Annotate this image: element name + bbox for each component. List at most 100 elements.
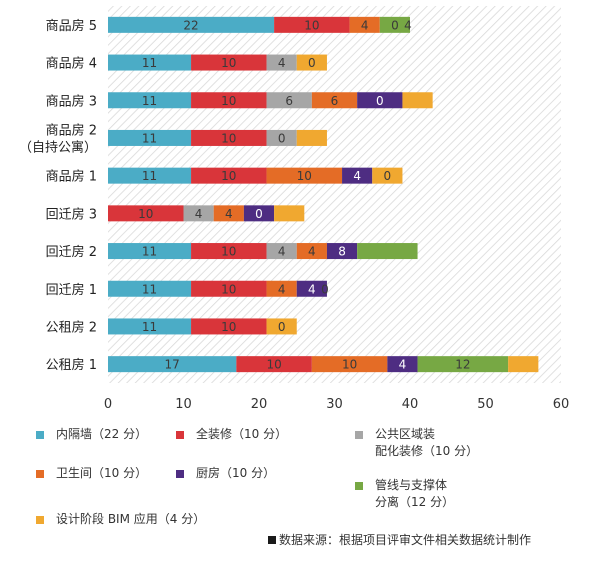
segment-value-label: 11: [142, 131, 157, 145]
category-label: 公租房 2: [46, 319, 97, 335]
source-note: 数据来源：根据项目评审文件相关数据统计制作: [268, 531, 531, 548]
segment-value-label: 10: [221, 131, 236, 145]
legend-label: 设计阶段 BIM 应用（4 分）: [56, 512, 206, 526]
category-label: 回迁房 1: [46, 282, 97, 298]
legend-label: 内隔墙（22 分）: [56, 427, 148, 441]
bar-segment: [296, 54, 327, 71]
segment-value-label: 0: [308, 56, 316, 70]
legend-label: 厨房（10 分）: [196, 466, 276, 480]
bar-segment: [402, 92, 433, 109]
bar-segment: [191, 92, 267, 109]
category-label: 回迁房 2: [46, 244, 97, 260]
bar-segment: [508, 356, 539, 373]
bar-segment: [191, 318, 267, 335]
segment-value-label: 6: [331, 94, 339, 108]
category-label: 回迁房 3: [46, 206, 97, 222]
segment-value-label: 0: [278, 131, 286, 145]
x-tick-label: 60: [553, 397, 570, 412]
x-tick-label: 30: [326, 397, 343, 412]
bar-segment: [266, 167, 343, 184]
bar-layer: 22 10 4 0 411 10 4 011 10 6 6 011 10 011 10 10 4 010 4 4 011…: [108, 16, 539, 373]
bar-segment: [191, 167, 267, 184]
bar-segment: [108, 54, 192, 71]
bar-segment: [108, 318, 192, 335]
bar-segment: [296, 280, 327, 297]
bar-segment: [108, 129, 192, 146]
segment-value-label: 11: [142, 282, 157, 296]
category-label: 商品房 4: [46, 56, 97, 72]
legend-label: 管线与支撑体 分离（12 分）: [375, 478, 455, 509]
bar-segment: [191, 129, 267, 146]
segment-value-label: 0: [391, 18, 399, 32]
legend-swatch: [355, 482, 363, 490]
category-label: 商品房 1: [46, 169, 97, 185]
segment-value-label: 17: [165, 358, 180, 372]
legend-swatch: [176, 431, 184, 439]
segment-value-label: 4: [195, 207, 203, 221]
segment-value-label: 11: [142, 320, 157, 334]
bar-segment: [108, 243, 192, 260]
x-tick-label: 50: [477, 397, 494, 412]
bar-segment: [236, 356, 312, 373]
segment-value-label: 4: [225, 207, 233, 221]
bar-segment: [326, 243, 358, 260]
bar-segment: [417, 356, 509, 373]
bar-segment: [191, 243, 267, 260]
legend-swatch: [36, 470, 44, 478]
bar-segment: [266, 129, 297, 146]
segment-value-label: 4: [278, 282, 286, 296]
bar-segment: [274, 16, 350, 33]
segment-value-label: 4: [353, 169, 361, 183]
segment-value-label: 4: [404, 18, 412, 32]
bar-segment: [266, 318, 297, 335]
bar-segment: [183, 205, 214, 222]
legend-swatch: [355, 431, 363, 439]
x-axis-ticks: 0 10 20 30 40 50 60: [104, 397, 569, 412]
segment-value-label: 4: [278, 56, 286, 70]
bar-segment: [191, 54, 267, 71]
bar-segment: [266, 92, 312, 109]
segment-value-label: 4: [308, 282, 316, 296]
category-label: 商品房 2 （自持公寓）: [19, 122, 97, 155]
bar-segment: [311, 356, 388, 373]
segment-value-label: 0: [278, 320, 286, 334]
legend-swatch: [36, 431, 44, 439]
bar-segment: [243, 205, 275, 222]
source-square-icon: [268, 536, 276, 544]
bar-segment: [349, 16, 380, 33]
bar-segment: [296, 129, 327, 146]
segment-value-label: 12: [455, 358, 470, 372]
bar-segment: [108, 92, 192, 109]
bar-segment: [108, 16, 275, 33]
legend-label: 公共区域装 配化装修（10 分）: [375, 427, 479, 458]
legend-label: 全装修（10 分）: [196, 427, 288, 441]
category-label: 商品房 3: [46, 93, 97, 109]
bar-segment: [387, 356, 418, 373]
bar-segment: [357, 243, 418, 260]
segment-value-label: 0: [384, 169, 392, 183]
segment-value-label: 11: [142, 94, 157, 108]
x-tick-label: 20: [251, 397, 268, 412]
bar-segment: [266, 280, 297, 297]
segment-value-label: 8: [338, 245, 346, 259]
segment-value-label: 6: [285, 94, 293, 108]
bar-segment: [372, 167, 403, 184]
segment-value-label: 10: [266, 358, 281, 372]
category-label: 商品房 5: [46, 18, 97, 34]
stacked-bar-chart: 22 10 4 0 411 10 4 011 10 6 6 011 10 011 10 10 4 010 4 4 011…: [19, 6, 569, 412]
legend-swatch: [36, 516, 44, 524]
bar-segment: [213, 205, 244, 222]
bar-segment: [342, 167, 373, 184]
bar-segment: [108, 167, 192, 184]
bar-segment: [266, 243, 297, 260]
x-tick-label: 0: [104, 397, 112, 412]
segment-value-label: 4: [308, 245, 316, 259]
segment-value-label: 10: [342, 358, 357, 372]
segment-value-label: 11: [142, 245, 157, 259]
segment-value-label: 4: [278, 245, 286, 259]
segment-value-label: 11: [142, 56, 157, 70]
segment-value-label: 0: [255, 207, 263, 221]
bar-segment: [266, 54, 297, 71]
source-note-text: 数据来源：根据项目评审文件相关数据统计制作: [279, 533, 532, 547]
segment-value-label: 0: [321, 282, 329, 296]
